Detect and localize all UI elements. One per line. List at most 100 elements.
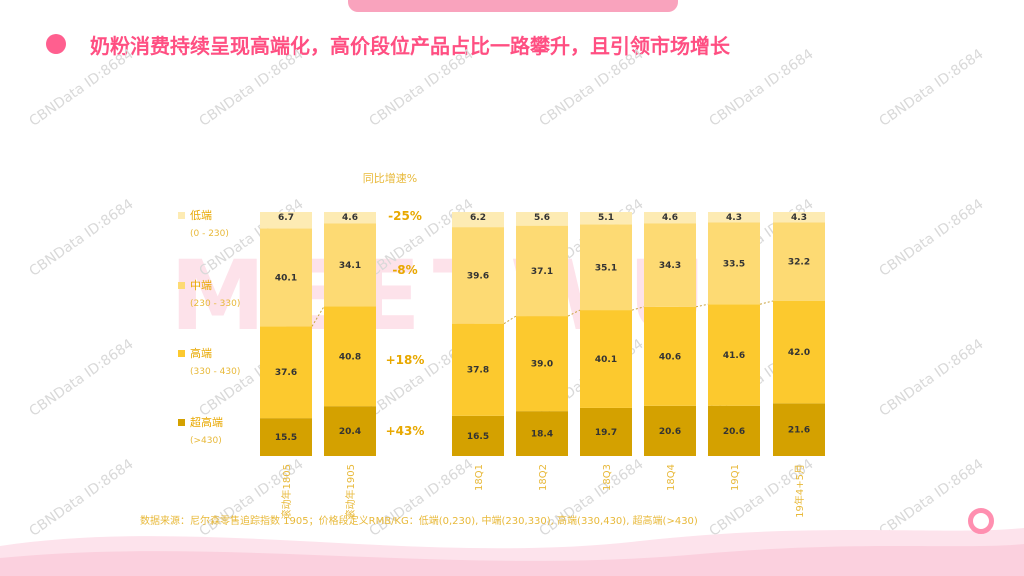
bar-segment <box>516 411 568 456</box>
bar-segment <box>260 418 312 456</box>
data-label: 5.1 <box>598 213 614 223</box>
data-label: 4.6 <box>662 213 678 223</box>
growth-label: +18% <box>386 353 425 367</box>
data-label: 4.6 <box>342 213 358 223</box>
bar-segment <box>324 406 376 456</box>
bar-segment <box>708 222 760 305</box>
top-tab-decoration <box>348 0 678 12</box>
data-label: 40.1 <box>595 355 617 365</box>
bar-segment <box>452 415 504 456</box>
category-label: 18Q4 <box>666 464 677 491</box>
data-label: 40.6 <box>659 352 681 362</box>
data-label: 39.0 <box>531 360 553 370</box>
legend-swatch <box>178 419 185 426</box>
data-label: 20.6 <box>659 427 681 437</box>
data-label: 21.6 <box>788 426 810 436</box>
legend-label: 中端 <box>190 279 212 292</box>
title-bullet-dot <box>46 34 66 54</box>
bar-segment <box>324 212 376 224</box>
growth-label: -25% <box>388 209 422 223</box>
data-label: 5.6 <box>534 213 550 223</box>
data-label: 6.2 <box>470 213 486 223</box>
connector-line <box>759 300 774 305</box>
connector-line <box>311 306 325 327</box>
bar-segment <box>644 405 696 456</box>
data-label: 40.1 <box>275 273 297 283</box>
data-label: 37.6 <box>275 368 297 378</box>
growth-label: +43% <box>386 424 425 438</box>
bar-segment <box>773 212 825 223</box>
legend-range: (330 - 430) <box>190 367 240 377</box>
data-label: 35.1 <box>595 263 617 273</box>
connector-line <box>567 309 581 317</box>
bar-segment <box>773 300 825 404</box>
category-label: 18Q1 <box>474 464 485 491</box>
bar-segment <box>260 212 312 229</box>
category-label: 18Q3 <box>602 464 613 491</box>
legend-label: 超高端 <box>190 415 223 429</box>
bar-segment <box>516 225 568 317</box>
data-label: 41.6 <box>723 351 745 361</box>
bar-segment <box>644 212 696 224</box>
bar-segment <box>708 304 760 406</box>
corner-ring-decoration <box>968 508 994 534</box>
bar-segment <box>708 212 760 223</box>
bar-segment <box>580 212 632 225</box>
bar-segment <box>452 323 504 416</box>
bar-segment <box>452 212 504 228</box>
growth-label: -8% <box>392 263 417 277</box>
data-label: 20.6 <box>723 427 745 437</box>
data-label: 33.5 <box>723 259 745 269</box>
footer-wave-decoration <box>0 528 1024 576</box>
data-label: 39.6 <box>467 271 489 281</box>
bar-segment <box>260 228 312 327</box>
bar-segment <box>773 403 825 456</box>
legend-range: (>430) <box>190 436 222 446</box>
page-title: 奶粉消费持续呈现高端化，高价段位产品占比一路攀升，且引领市场增长 <box>90 34 730 58</box>
data-label: 34.3 <box>659 261 681 271</box>
data-label: 6.7 <box>278 213 294 223</box>
legend-label: 低端 <box>190 209 212 222</box>
connector-line <box>503 315 517 325</box>
source-note: 数据来源：尼尔森零售追踪指数 1905；价格段定义RMB/KG：低端(0,230… <box>140 516 698 527</box>
legend-swatch <box>178 350 185 357</box>
data-label: 37.1 <box>531 267 553 277</box>
data-label: 42.0 <box>788 348 810 358</box>
data-label: 4.3 <box>726 213 742 223</box>
bar-segment <box>580 310 632 408</box>
category-label: 19年4+5月 <box>793 464 806 518</box>
category-label: 19Q1 <box>730 464 741 491</box>
legend-range: (0 - 230) <box>190 229 229 239</box>
data-label: 16.5 <box>467 432 489 442</box>
data-label: 4.3 <box>791 213 807 223</box>
data-label: 40.8 <box>339 352 361 362</box>
growth-header: 同比增速% <box>363 171 417 185</box>
data-label: 34.1 <box>339 261 361 271</box>
bar-segment <box>324 223 376 307</box>
legend-range: (230 - 330) <box>190 299 240 309</box>
legend-swatch <box>178 212 185 219</box>
bar-segment <box>516 212 568 226</box>
category-label: 滚动年1905 <box>344 464 357 519</box>
legend-swatch <box>178 282 185 289</box>
data-label: 19.7 <box>595 428 617 438</box>
bar-segment <box>644 223 696 307</box>
bar-segment <box>452 227 504 324</box>
bar-segment <box>580 224 632 311</box>
bar-segment <box>260 326 312 419</box>
category-label: 18Q2 <box>538 464 549 491</box>
bar-segment <box>708 405 760 456</box>
connector-line <box>631 306 645 311</box>
data-label: 15.5 <box>275 433 297 443</box>
bar-segment <box>516 316 568 412</box>
bar-segment <box>580 407 632 456</box>
category-label: 滚动年1805 <box>280 464 293 519</box>
data-label: 20.4 <box>339 427 361 437</box>
legend-label: 高端 <box>190 346 212 360</box>
data-label: 32.2 <box>788 258 810 268</box>
bar-segment <box>644 306 696 406</box>
data-label: 37.8 <box>467 366 489 376</box>
bar-segment <box>324 306 376 407</box>
connector-line <box>695 303 709 308</box>
